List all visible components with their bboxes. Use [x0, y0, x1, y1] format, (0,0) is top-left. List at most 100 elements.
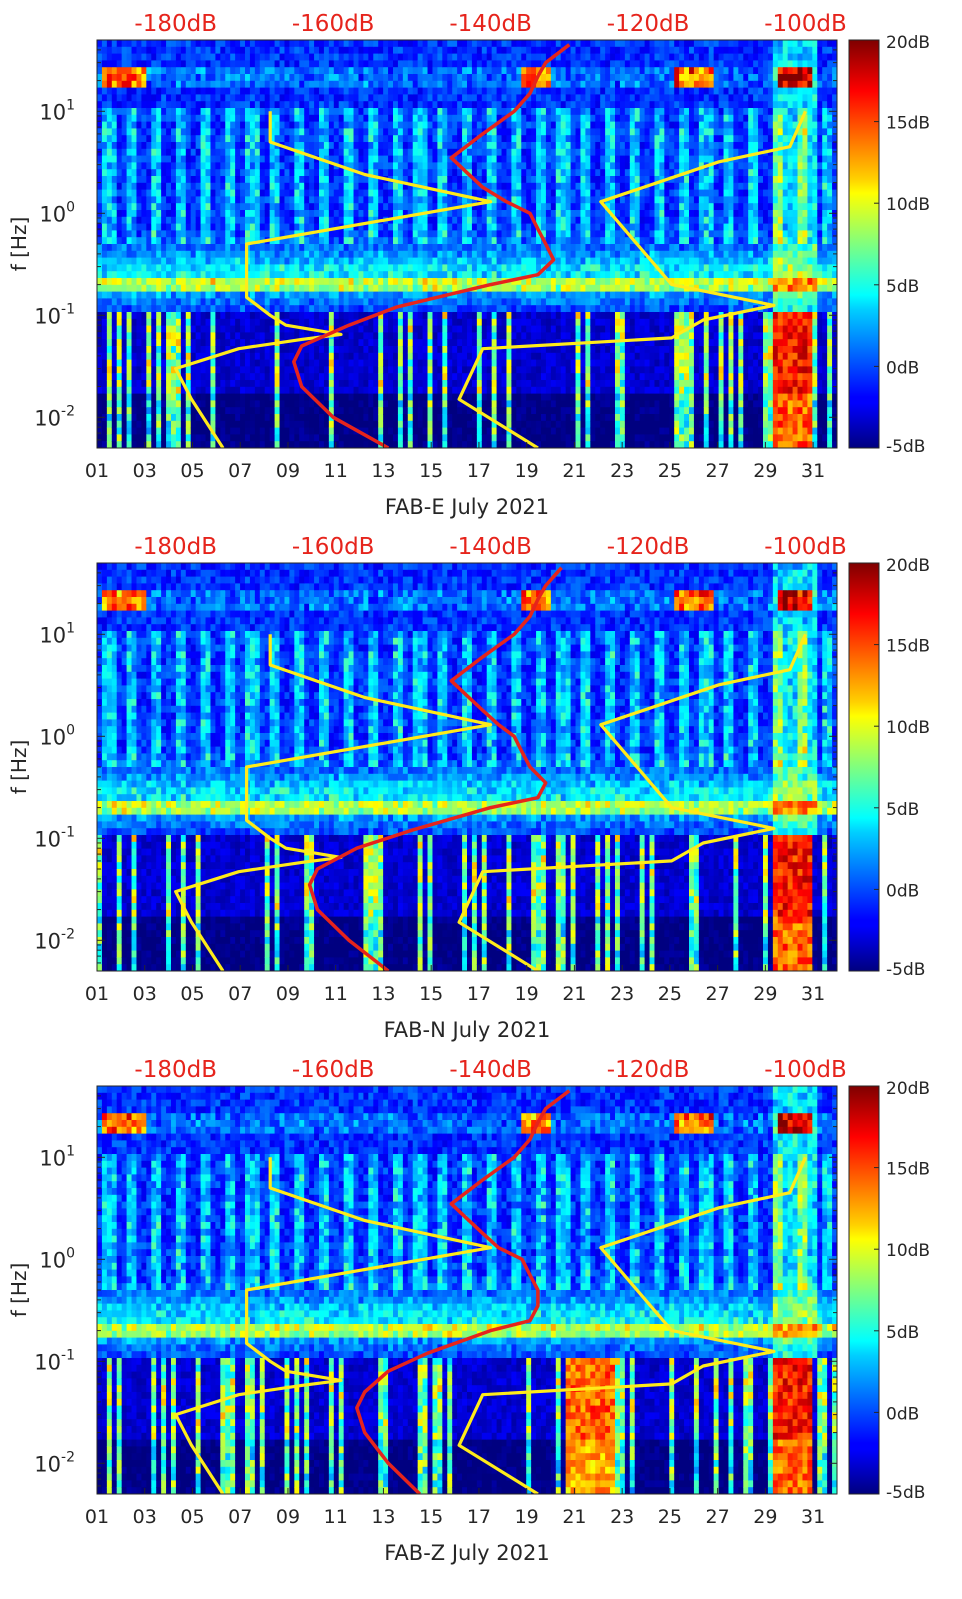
colorbar-tick-label: 5dB — [886, 1323, 919, 1343]
x-tick-label: 05 — [180, 1506, 204, 1528]
top-db-tick-label: -160dB — [292, 1057, 375, 1083]
colorbar-tick-label: 0dB — [886, 881, 919, 901]
colorbar-gradient — [848, 562, 880, 972]
panel-fab-n: 01 03 05 07 09 11 13 15 17 19 21 23 25 27 29 31 10-2 10-1… — [7, 534, 930, 1042]
x-tick-label: 07 — [228, 460, 252, 482]
x-tick-label: 09 — [276, 460, 300, 482]
low-noise-model-curve — [174, 1157, 493, 1494]
x-tick-label: 25 — [658, 983, 682, 1005]
x-tick-label: 15 — [419, 983, 443, 1005]
x-tick-label: 09 — [276, 983, 300, 1005]
x-tick-label: 03 — [133, 983, 157, 1005]
x-tick-label: 01 — [85, 983, 109, 1005]
spectrogram-image — [97, 1086, 837, 1494]
x-tick-label: 19 — [515, 983, 539, 1005]
panel-fab-z: 01 03 05 07 09 11 13 15 17 19 21 23 25 27 29 31 10-2 10-1… — [7, 1057, 930, 1565]
colorbar-tick-label: -5dB — [886, 437, 925, 457]
median-psd-curve — [292, 43, 571, 448]
y-tick-label: 100 — [39, 1245, 75, 1272]
x-tick-label: 31 — [801, 460, 825, 482]
x-tick-label: 07 — [228, 983, 252, 1005]
x-tick-label: 01 — [85, 460, 109, 482]
x-tick-label: 17 — [467, 1506, 491, 1528]
colorbar-gradient — [848, 39, 880, 449]
x-tick-label: 15 — [419, 460, 443, 482]
top-db-tick-label: -140dB — [449, 534, 532, 560]
colorbar-gradient — [848, 1085, 880, 1495]
x-tick-label: 23 — [610, 1506, 634, 1528]
x-tick-label: 03 — [133, 460, 157, 482]
y-tick-label: 100 — [39, 722, 75, 749]
x-tick-label: 13 — [371, 1506, 395, 1528]
x-tick-label: 07 — [228, 1506, 252, 1528]
top-db-tick-label: -140dB — [449, 11, 532, 37]
top-db-tick-label: -180dB — [134, 534, 217, 560]
x-tick-label: 29 — [753, 460, 777, 482]
x-tick-label: 21 — [562, 460, 586, 482]
colorbar-tick-label: 20dB — [886, 33, 930, 53]
y-tick-label: 100 — [39, 199, 75, 226]
x-axis-label: FAB-E July 2021 — [385, 495, 549, 519]
low-noise-model-curve — [174, 111, 493, 448]
colorbar-tick-label: 20dB — [886, 1079, 930, 1099]
top-db-tick-label: -180dB — [134, 11, 217, 37]
colorbar-tick-label: 15dB — [886, 114, 930, 134]
panel-fab-e: 01 03 05 07 09 11 13 15 17 19 21 23 25 27 29 31 10-2 10-1… — [7, 11, 930, 519]
x-tick-label: 05 — [180, 983, 204, 1005]
y-tick-label: 10-2 — [34, 926, 75, 953]
colorbar-tick-label: 5dB — [886, 800, 919, 820]
x-tick-label: 03 — [133, 1506, 157, 1528]
x-tick-label: 27 — [706, 1506, 730, 1528]
median-psd-curve — [355, 1089, 571, 1494]
x-tick-label: 29 — [753, 1506, 777, 1528]
x-axis-label: FAB-Z July 2021 — [384, 1541, 549, 1565]
y-tick-label: 101 — [39, 97, 75, 124]
x-tick-label: 17 — [467, 983, 491, 1005]
colorbar-tick-label: 20dB — [886, 556, 930, 576]
high-noise-model-curve — [457, 1156, 807, 1494]
top-db-tick-label: -160dB — [292, 11, 375, 37]
top-db-tick-label: -100dB — [764, 11, 847, 37]
y-tick-label: 101 — [39, 1143, 75, 1170]
x-tick-label: 05 — [180, 460, 204, 482]
colorbar: 20dB 15dB 10dB 5dB 0dB -5dB — [848, 33, 930, 457]
x-tick-label: 31 — [801, 1506, 825, 1528]
x-tick-label: 25 — [658, 1506, 682, 1528]
x-tick-label: 27 — [706, 460, 730, 482]
colorbar-tick-label: -5dB — [886, 960, 925, 980]
y-tick-label: 10-1 — [34, 824, 75, 851]
top-db-tick-label: -180dB — [134, 1057, 217, 1083]
y-axis-label: f [Hz] — [7, 740, 31, 795]
x-tick-label: 11 — [324, 1506, 348, 1528]
x-tick-label: 23 — [610, 460, 634, 482]
x-tick-label: 21 — [562, 983, 586, 1005]
spectrogram-image — [97, 40, 837, 448]
high-noise-model-curve — [457, 633, 807, 971]
top-db-tick-label: -120dB — [607, 11, 690, 37]
y-tick-label: 10-2 — [34, 1449, 75, 1476]
x-tick-label: 09 — [276, 1506, 300, 1528]
colorbar-tick-label: 15dB — [886, 637, 930, 657]
x-tick-label: 25 — [658, 460, 682, 482]
x-tick-label: 23 — [610, 983, 634, 1005]
x-tick-label: 19 — [515, 1506, 539, 1528]
high-noise-model-curve — [457, 110, 807, 448]
x-tick-label: 13 — [371, 460, 395, 482]
top-db-tick-label: -120dB — [607, 534, 690, 560]
top-db-tick-label: -100dB — [764, 1057, 847, 1083]
top-db-tick-label: -100dB — [764, 534, 847, 560]
x-tick-label: 19 — [515, 460, 539, 482]
top-db-tick-label: -120dB — [607, 1057, 690, 1083]
colorbar-tick-label: 0dB — [886, 1404, 919, 1424]
x-tick-label: 11 — [324, 983, 348, 1005]
y-tick-label: 10-1 — [34, 301, 75, 328]
median-psd-curve — [307, 566, 563, 971]
colorbar-tick-label: 10dB — [886, 1241, 930, 1261]
x-tick-label: 01 — [85, 1506, 109, 1528]
colorbar: 20dB 15dB 10dB 5dB 0dB -5dB — [848, 1079, 930, 1503]
colorbar: 20dB 15dB 10dB 5dB 0dB -5dB — [848, 556, 930, 980]
spectrogram-image — [97, 563, 837, 971]
x-tick-label: 29 — [753, 983, 777, 1005]
x-tick-label: 31 — [801, 983, 825, 1005]
